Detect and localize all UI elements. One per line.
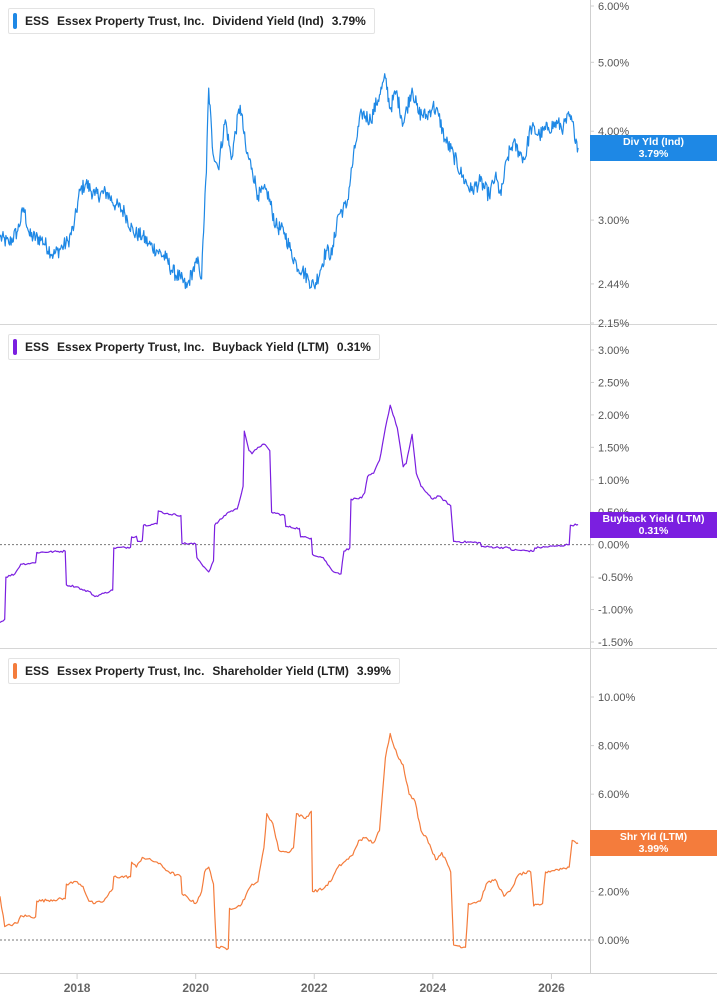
- legend-value: 3.79%: [331, 14, 366, 28]
- y-tick-label: 1.50%: [598, 442, 629, 454]
- y-tick-label: -0.50%: [598, 572, 633, 584]
- panel-3: 0.00%2.00%4.00%6.00%8.00%10.00%: [0, 692, 636, 951]
- tag-value: 3.79%: [638, 147, 669, 160]
- tag-label: Div Yld (Ind): [622, 135, 685, 148]
- legend-ticker: ESS: [25, 14, 50, 28]
- legend-company: Essex Property Trust, Inc.: [57, 340, 205, 354]
- legend-dividend-yield: ESS Essex Property Trust, Inc. Dividend …: [8, 8, 375, 34]
- legend-ticker: ESS: [25, 340, 50, 354]
- y-tick-label: 10.00%: [598, 692, 636, 704]
- y-tick-label: 2.00%: [598, 886, 629, 898]
- legend-value: 0.31%: [336, 340, 371, 354]
- legend-metric: Buyback Yield (LTM): [212, 340, 329, 354]
- legend-swatch: [13, 339, 17, 355]
- y-tick-label: 1.00%: [598, 475, 629, 487]
- y-tick-label: 0.00%: [598, 935, 629, 947]
- value-tag-buyback-yield: Buyback Yield (LTM) 0.31%: [590, 511, 717, 538]
- chart-frame: [0, 0, 717, 974]
- panel-2: -1.50%-1.00%-0.50%0.00%0.50%1.00%1.50%2.…: [0, 345, 633, 649]
- legend-swatch: [13, 13, 17, 29]
- y-tick-label: 2.15%: [598, 318, 629, 330]
- y-tick-label: 3.00%: [598, 345, 629, 357]
- series-line: [0, 73, 579, 290]
- tag-value: 3.99%: [638, 843, 669, 856]
- legend-value: 3.99%: [356, 664, 391, 678]
- legend-buyback-yield: ESS Essex Property Trust, Inc. Buyback Y…: [8, 334, 380, 360]
- series-line: [0, 732, 579, 951]
- tag-label: Shr Yld (LTM): [619, 831, 688, 844]
- legend-ticker: ESS: [25, 664, 50, 678]
- y-tick-label: -1.50%: [598, 637, 633, 649]
- tag-value: 0.31%: [638, 524, 669, 537]
- panel-1: 2.15%2.44%3.00%4.00%5.00%6.00%: [0, 1, 629, 330]
- y-tick-label: 0.00%: [598, 540, 629, 552]
- chart-panels: 2.15%2.44%3.00%4.00%5.00%6.00%-1.50%-1.0…: [0, 1, 636, 951]
- x-tick-label: 2026: [538, 981, 565, 995]
- value-tag-dividend-yield: Div Yld (Ind) 3.79%: [590, 134, 717, 161]
- y-tick-label: 6.00%: [598, 789, 629, 801]
- y-tick-label: 6.00%: [598, 1, 629, 13]
- legend-company: Essex Property Trust, Inc.: [57, 14, 205, 28]
- x-axis: 2018 2020 2022 2024 2026: [64, 974, 565, 995]
- y-tick-label: 2.00%: [598, 410, 629, 422]
- series-line: [0, 404, 579, 623]
- legend-metric: Dividend Yield (Ind): [212, 14, 324, 28]
- legend-metric: Shareholder Yield (LTM): [212, 664, 349, 678]
- x-tick-label: 2024: [420, 981, 447, 995]
- legend-company: Essex Property Trust, Inc.: [57, 664, 205, 678]
- tag-label: Buyback Yield (LTM): [602, 512, 705, 525]
- x-tick-label: 2018: [64, 981, 91, 995]
- y-tick-label: 5.00%: [598, 57, 629, 69]
- y-tick-label: 8.00%: [598, 741, 629, 753]
- y-tick-label: -1.00%: [598, 605, 633, 617]
- legend-swatch: [13, 663, 17, 679]
- y-tick-label: 2.44%: [598, 279, 629, 291]
- x-tick-label: 2022: [301, 981, 328, 995]
- value-tag-shareholder-yield: Shr Yld (LTM) 3.99%: [590, 830, 717, 857]
- x-tick-label: 2020: [182, 981, 209, 995]
- y-tick-label: 2.50%: [598, 377, 629, 389]
- y-tick-label: 3.00%: [598, 215, 629, 227]
- legend-shareholder-yield: ESS Essex Property Trust, Inc. Sharehold…: [8, 658, 400, 684]
